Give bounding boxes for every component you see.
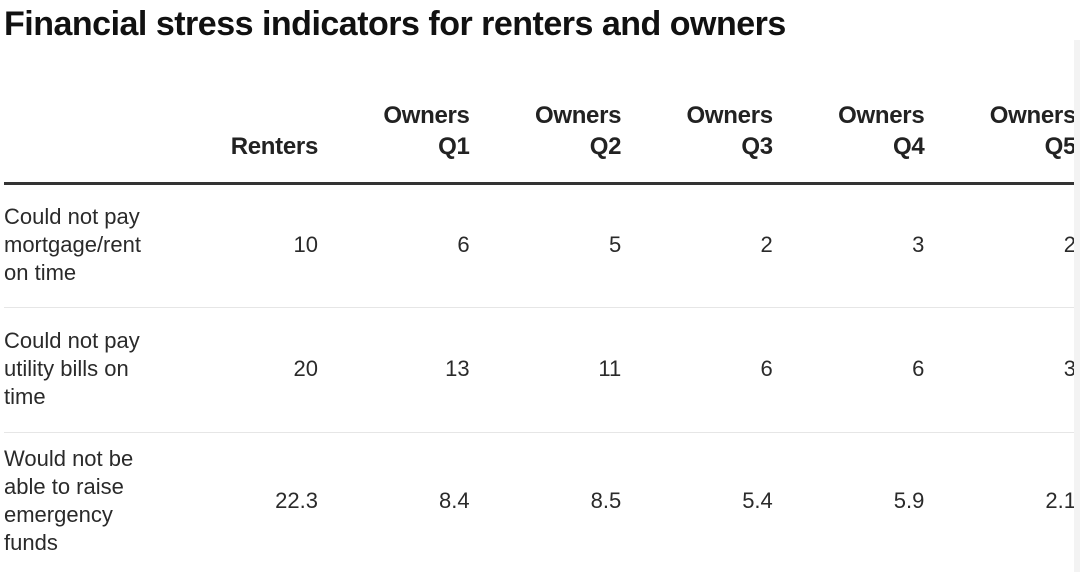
row-label: Would not be able to raise emergency fun… bbox=[4, 446, 134, 555]
header-label-corner bbox=[4, 96, 158, 185]
header-line: Owners bbox=[989, 102, 1077, 129]
cell-value: 8.4 bbox=[439, 488, 470, 513]
cell-value: 10 bbox=[158, 183, 318, 308]
cell-value: 13 bbox=[318, 307, 470, 433]
header-renters: Renters bbox=[158, 96, 319, 185]
cell-value: 5.4 bbox=[742, 488, 773, 513]
header-owners-q5: Owners Q5 bbox=[924, 96, 1077, 185]
header-line: Renters bbox=[230, 133, 319, 160]
cell-value: 2 bbox=[924, 183, 1076, 308]
header-owners-q1: Owners Q1 bbox=[318, 96, 470, 185]
cell-value: 22.3 bbox=[275, 488, 318, 513]
header-row: Renters Owners Q1 Owners Q2 Owners Q3 Ow… bbox=[4, 96, 1077, 185]
header-line: Q3 bbox=[741, 133, 773, 160]
cell-value: 2.1 bbox=[1045, 488, 1076, 513]
cell-value: 3 bbox=[772, 183, 925, 308]
chart-title: Financial stress indicators for renters … bbox=[4, 5, 786, 43]
cell-value: 6 bbox=[318, 183, 470, 308]
cell-value: 11 bbox=[469, 307, 622, 433]
cell-value: 6 bbox=[772, 307, 925, 433]
header-line: Owners bbox=[534, 102, 622, 129]
header-line: Q2 bbox=[589, 133, 622, 160]
table-row: Would not be able to raise emergency fun… bbox=[4, 433, 1076, 572]
header-owners-q3: Owners Q3 bbox=[621, 96, 774, 185]
cell-value: 5.9 bbox=[893, 488, 925, 513]
header-line: Owners bbox=[686, 102, 774, 129]
scroll-edge bbox=[1074, 40, 1080, 572]
header-owners-q2: Owners Q2 bbox=[469, 96, 622, 185]
cell-value: 20 bbox=[158, 307, 318, 433]
cell-value: 5 bbox=[469, 183, 622, 308]
header-owners-q4: Owners Q4 bbox=[772, 96, 925, 185]
cell-value: 8.5 bbox=[590, 488, 622, 513]
stress-indicators-table: Renters Owners Q1 Owners Q2 Owners Q3 Ow… bbox=[4, 96, 1076, 571]
cell-value: 2 bbox=[621, 183, 773, 308]
header-line: Owners bbox=[838, 102, 925, 129]
cell-value: 3 bbox=[924, 307, 1076, 433]
row-label: Could not pay utility bills on time bbox=[4, 307, 158, 433]
row-label: Could not pay mortgage/rent on time bbox=[4, 183, 158, 308]
header-line: Owners bbox=[383, 102, 470, 129]
header-line: Q1 bbox=[438, 133, 470, 160]
header-line: Q4 bbox=[892, 133, 925, 160]
table-row: Could not pay utility bills on time 20 1… bbox=[4, 307, 1076, 433]
cell-value: 6 bbox=[621, 307, 773, 433]
table-row: Could not pay mortgage/rent on time 10 6… bbox=[4, 183, 1076, 308]
header-line: Q5 bbox=[1044, 133, 1077, 160]
